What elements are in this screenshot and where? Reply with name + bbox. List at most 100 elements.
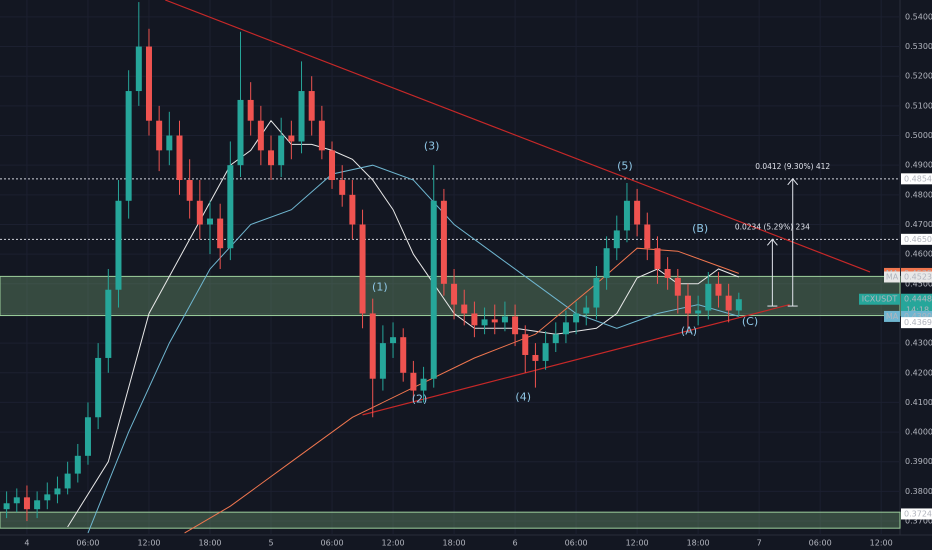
price-label-bg <box>901 173 932 185</box>
price-label: 0.4854 <box>904 174 932 183</box>
price-label: 0.4448 <box>904 295 932 304</box>
moving-average <box>67 119 739 528</box>
candle-body <box>217 218 224 249</box>
candle-body <box>390 337 397 344</box>
candle-body <box>562 322 569 335</box>
candle-body <box>695 310 702 314</box>
x-tick-label: 12:00 <box>137 539 160 548</box>
wave-label: (B) <box>692 222 708 235</box>
y-tick-label: 0.4100 <box>905 398 932 407</box>
candle-body <box>196 200 203 225</box>
measure-arrow <box>766 238 778 246</box>
price-tag: MA <box>886 312 899 321</box>
candle-body <box>308 91 315 121</box>
candle-body <box>725 295 732 311</box>
price-tag-bg <box>884 271 900 283</box>
candle-body <box>451 283 458 305</box>
candle-body <box>237 99 244 166</box>
moving-average <box>87 164 739 534</box>
candle-body <box>664 268 671 278</box>
candle-body <box>491 319 498 323</box>
price-label-bg <box>901 271 932 283</box>
candle-body <box>532 354 539 361</box>
candle-body <box>705 283 712 311</box>
candle-body <box>34 500 41 510</box>
candle-body <box>13 497 20 504</box>
candle-body <box>644 224 651 249</box>
candle-body <box>74 455 81 474</box>
candle-body <box>227 165 234 249</box>
x-tick-label: 06:00 <box>76 539 99 548</box>
x-tick-label: 06:00 <box>809 539 832 548</box>
x-tick-label: 06:00 <box>565 539 588 548</box>
measure-label: 0.0234 (5.29%) 234 <box>735 222 810 231</box>
candle-body <box>542 343 549 361</box>
candle-body <box>23 497 30 510</box>
candle-body <box>512 316 519 335</box>
trendline <box>362 303 790 416</box>
candle-body <box>156 120 163 151</box>
candle-body <box>715 283 722 296</box>
price-label-bg <box>901 317 932 329</box>
candle-body <box>186 180 193 201</box>
x-tick-label: 7 <box>757 539 762 548</box>
candle-body <box>257 120 264 151</box>
price-label-bg <box>901 310 932 322</box>
y-tick-label: 0.4800 <box>905 190 932 199</box>
candle-body <box>84 417 91 456</box>
x-tick-label: 5 <box>268 539 273 548</box>
candle-body <box>461 304 468 314</box>
candle-body <box>176 135 183 181</box>
x-tick-label: 18:00 <box>198 539 221 548</box>
wave-label: (A) <box>681 324 697 337</box>
wave-label: (1) <box>372 280 388 293</box>
x-tick-label: 18:00 <box>687 539 710 548</box>
price-label-time: 14:18 <box>906 306 929 315</box>
y-tick-label: 0.4500 <box>905 279 932 288</box>
candle-body <box>481 319 488 326</box>
candle-body <box>583 307 590 314</box>
candle-body <box>115 200 122 290</box>
candle-body <box>359 224 366 314</box>
x-tick-label: 12:00 <box>626 539 649 548</box>
price-label: 0.4650 <box>904 235 932 244</box>
price-label-bg <box>901 233 932 245</box>
candle-body <box>247 99 254 121</box>
y-tick-label: 0.3900 <box>905 457 932 466</box>
y-tick-label: 0.3700 <box>905 517 932 526</box>
y-tick-label: 0.4900 <box>905 161 932 170</box>
y-tick-label: 0.5200 <box>905 72 932 81</box>
price-label: 0.3724 <box>904 509 932 518</box>
candle-body <box>654 248 661 269</box>
y-tick-label: 0.5000 <box>905 131 932 140</box>
wave-label: (2) <box>412 392 428 405</box>
candle-body <box>64 473 71 489</box>
candle-body <box>623 200 630 231</box>
x-tick-label: 12:00 <box>870 539 893 548</box>
candle-body <box>95 357 102 418</box>
y-tick-label: 0.3800 <box>905 487 932 496</box>
zone <box>0 511 901 529</box>
candle-body <box>613 230 620 249</box>
measure-arrow <box>787 178 799 186</box>
candle-body <box>166 135 173 151</box>
candle-body <box>135 46 142 92</box>
candle-body <box>145 46 152 121</box>
candle-body <box>430 200 437 379</box>
candle-body <box>735 299 742 311</box>
x-tick-label: 4 <box>24 539 29 548</box>
candle-body <box>268 150 275 166</box>
candle-body <box>420 378 427 391</box>
candle-body <box>298 91 305 142</box>
candle-body <box>339 180 346 195</box>
y-tick-label: 0.4600 <box>905 250 932 259</box>
y-tick-label: 0.5100 <box>905 101 932 110</box>
candle-body <box>349 194 356 225</box>
candle-body <box>471 313 478 326</box>
price-tag: ICXUSDT <box>862 295 898 304</box>
price-tag: MA <box>886 272 899 281</box>
price-label: 0.4369 <box>904 318 932 327</box>
zone <box>0 275 901 317</box>
price-tag-bg <box>884 310 900 322</box>
candle-body <box>288 135 295 142</box>
